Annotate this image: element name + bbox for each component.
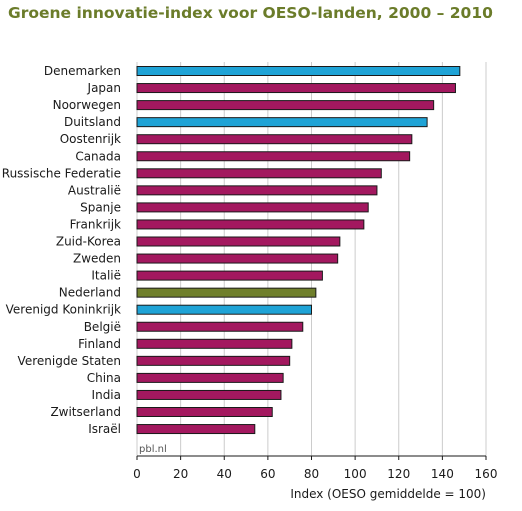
bar	[136, 117, 428, 128]
category-label: Frankrijk	[70, 217, 121, 231]
category-labels: Denemarken Japan Noorwegen Duitsland Oostenr…	[2, 64, 121, 436]
chart-title: Groene innovatie-index voor OESO-landen,…	[8, 4, 493, 22]
bar	[136, 100, 435, 111]
bar	[136, 202, 369, 213]
category-label: Australië	[68, 183, 121, 197]
source-label: pbl.nl	[139, 444, 167, 455]
category-label: Italië	[91, 269, 121, 283]
x-tick-label: 140	[431, 467, 454, 481]
bar	[136, 168, 382, 179]
x-tick-label: 80	[304, 467, 319, 481]
bar	[136, 355, 291, 366]
bar	[136, 304, 312, 315]
category-label: Verenigde Staten	[18, 354, 121, 368]
bar	[136, 338, 293, 349]
bar	[136, 424, 256, 435]
category-label: Zuid-Korea	[56, 235, 121, 249]
x-axis-title: Index (OESO gemiddelde = 100)	[290, 487, 486, 501]
bar	[136, 236, 341, 247]
x-tick-label: 60	[260, 467, 275, 481]
bar	[136, 83, 456, 94]
category-label: Russische Federatie	[2, 166, 121, 180]
x-tick-label: 0	[133, 467, 141, 481]
category-label: Verenigd Koninkrijk	[6, 303, 121, 317]
category-label: Spanje	[80, 200, 121, 214]
bar	[136, 134, 413, 145]
x-tick-label: 100	[344, 467, 367, 481]
bar	[136, 151, 411, 162]
x-tick-label: 120	[387, 467, 410, 481]
x-tick-labels: 0 20 40 60 80 100 120 140 160	[133, 456, 497, 481]
bar	[136, 389, 282, 400]
bar	[136, 66, 461, 76]
bar	[136, 372, 284, 383]
x-tick-label: 20	[173, 467, 188, 481]
bar	[136, 407, 273, 417]
category-label: Duitsland	[64, 115, 121, 129]
category-label: Noorwegen	[53, 98, 121, 112]
bar	[136, 270, 323, 281]
bar	[136, 287, 317, 298]
category-label: India	[92, 388, 121, 402]
category-label: Nederland	[59, 286, 121, 300]
category-label: China	[87, 371, 121, 385]
bar	[136, 219, 365, 230]
bars	[136, 66, 461, 435]
category-label: Canada	[75, 149, 121, 163]
category-label: Zwitserland	[50, 405, 121, 419]
category-label: Oostenrijk	[60, 132, 121, 146]
category-label: Finland	[78, 337, 121, 351]
x-tick-label: 40	[217, 467, 232, 481]
category-label: België	[84, 320, 121, 334]
category-label: Denemarken	[44, 64, 121, 78]
bar	[136, 321, 304, 332]
category-label: Japan	[87, 81, 121, 95]
x-tick-label: 160	[475, 467, 498, 481]
bar	[136, 253, 339, 264]
category-label: Israël	[88, 422, 121, 436]
category-label: Zweden	[73, 252, 121, 266]
bar	[136, 185, 378, 196]
